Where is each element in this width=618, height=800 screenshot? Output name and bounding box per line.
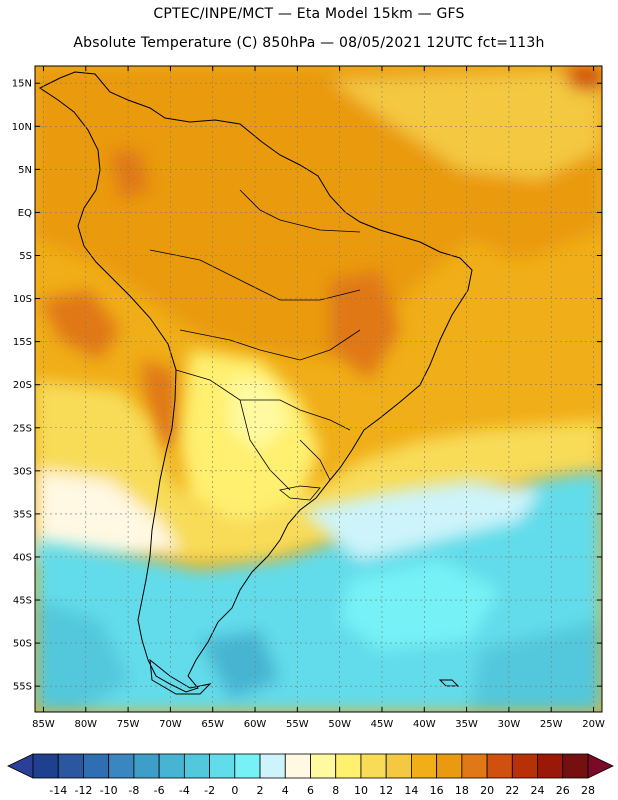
colorbar-swatch bbox=[385, 753, 412, 779]
temperature-field bbox=[35, 66, 602, 712]
lat-label: 30S bbox=[13, 466, 32, 477]
colorbar-swatch bbox=[360, 753, 387, 779]
lat-label: 15S bbox=[13, 337, 32, 348]
lat-label: 50S bbox=[13, 639, 32, 650]
lat-label: 10S bbox=[13, 294, 32, 305]
longitude-axis: 85W 80W 75W 70W 65W 60W 55W 50W 45W 40W 35W 30W 25W 2… bbox=[32, 66, 605, 730]
colorbar: -14 -12 -10 -8 -6 -4 -2 0 2 4 6 8 10 12 14 16 18 20 22 24 26… bbox=[7, 753, 614, 797]
lat-label: 5S bbox=[19, 251, 32, 262]
lat-label: 10N bbox=[12, 122, 32, 133]
colorbar-swatch bbox=[83, 753, 110, 779]
lat-label: EQ bbox=[18, 208, 32, 219]
lat-label: 55S bbox=[13, 682, 32, 693]
lon-label: 35W bbox=[455, 719, 478, 730]
colorbar-swatch bbox=[335, 753, 362, 779]
lon-label: 30W bbox=[498, 719, 521, 730]
colorbar-label: 14 bbox=[404, 784, 418, 797]
lon-label: 55W bbox=[286, 719, 309, 730]
lat-label: 40S bbox=[13, 552, 32, 563]
latitude-axis: 15N 10N 5N EQ 5S 10S 15S 20S 25S 30S 35S 40S 45S 50S 5… bbox=[12, 79, 602, 693]
colorbar-label: 28 bbox=[581, 784, 595, 797]
colorbar-label: -8 bbox=[128, 784, 139, 797]
colorbar-label: -2 bbox=[204, 784, 215, 797]
colorbar-swatch bbox=[486, 753, 513, 779]
lon-label: 85W bbox=[32, 719, 55, 730]
lon-label: 60W bbox=[244, 719, 267, 730]
colorbar-label: 0 bbox=[231, 784, 238, 797]
colorbar-swatch bbox=[32, 753, 59, 779]
colorbar-swatch bbox=[183, 753, 210, 779]
colorbar-label: 20 bbox=[480, 784, 494, 797]
colorbar-label: -6 bbox=[154, 784, 165, 797]
lat-label: 45S bbox=[13, 596, 32, 607]
colorbar-label: 26 bbox=[556, 784, 570, 797]
colorbar-swatch bbox=[284, 753, 311, 779]
colorbar-label: 18 bbox=[455, 784, 469, 797]
colorbar-label: 10 bbox=[354, 784, 368, 797]
lon-label: 80W bbox=[74, 719, 97, 730]
colorbar-swatch bbox=[57, 753, 84, 779]
colorbar-label: 22 bbox=[505, 784, 519, 797]
colorbar-label: -10 bbox=[100, 784, 118, 797]
colorbar-label: 8 bbox=[332, 784, 339, 797]
colorbar-swatch bbox=[537, 753, 564, 779]
map-frame bbox=[34, 65, 603, 713]
lon-label: 70W bbox=[159, 719, 182, 730]
colorbar-swatch bbox=[310, 753, 337, 779]
lon-label: 65W bbox=[201, 719, 224, 730]
colorbar-swatch bbox=[259, 753, 286, 779]
colorbar-swatch bbox=[158, 753, 185, 779]
colorbar-label: 4 bbox=[282, 784, 289, 797]
colorbar-swatch bbox=[562, 753, 589, 779]
lon-label: 45W bbox=[371, 719, 394, 730]
title-line-2: Absolute Temperature (C) 850hPa — 08/05/… bbox=[73, 35, 545, 51]
colorbar-label: -4 bbox=[179, 784, 190, 797]
colorbar-swatch bbox=[436, 753, 463, 779]
colorbar-swatch bbox=[511, 753, 538, 779]
lat-label: 15N bbox=[12, 79, 32, 90]
colorbar-under-arrow bbox=[7, 753, 34, 779]
lat-label: 5N bbox=[18, 165, 32, 176]
lat-label: 25S bbox=[13, 423, 32, 434]
lon-label: 75W bbox=[117, 719, 140, 730]
colorbar-label: 16 bbox=[430, 784, 444, 797]
title-line-1: CPTEC/INPE/MCT — Eta Model 15km — GFS bbox=[153, 6, 465, 22]
lon-label: 40W bbox=[413, 719, 436, 730]
colorbar-label: 24 bbox=[531, 784, 545, 797]
colorbar-swatch bbox=[108, 753, 135, 779]
colorbar-label: 12 bbox=[379, 784, 393, 797]
lat-label: 35S bbox=[13, 509, 32, 520]
colorbar-label: 2 bbox=[257, 784, 264, 797]
colorbar-label: -14 bbox=[49, 784, 67, 797]
colorbar-label: -12 bbox=[74, 784, 92, 797]
lon-label: 20W bbox=[582, 719, 605, 730]
colorbar-label: 6 bbox=[307, 784, 314, 797]
coastline bbox=[39, 71, 473, 695]
colorbar-swatch bbox=[209, 753, 236, 779]
lat-label: 20S bbox=[13, 380, 32, 391]
lon-label: 50W bbox=[328, 719, 351, 730]
colorbar-over-arrow bbox=[587, 753, 614, 779]
colorbar-swatch bbox=[133, 753, 160, 779]
colorbar-swatch bbox=[234, 753, 261, 779]
lon-label: 25W bbox=[540, 719, 563, 730]
colorbar-swatch bbox=[411, 753, 438, 779]
colorbar-swatch bbox=[461, 753, 488, 779]
